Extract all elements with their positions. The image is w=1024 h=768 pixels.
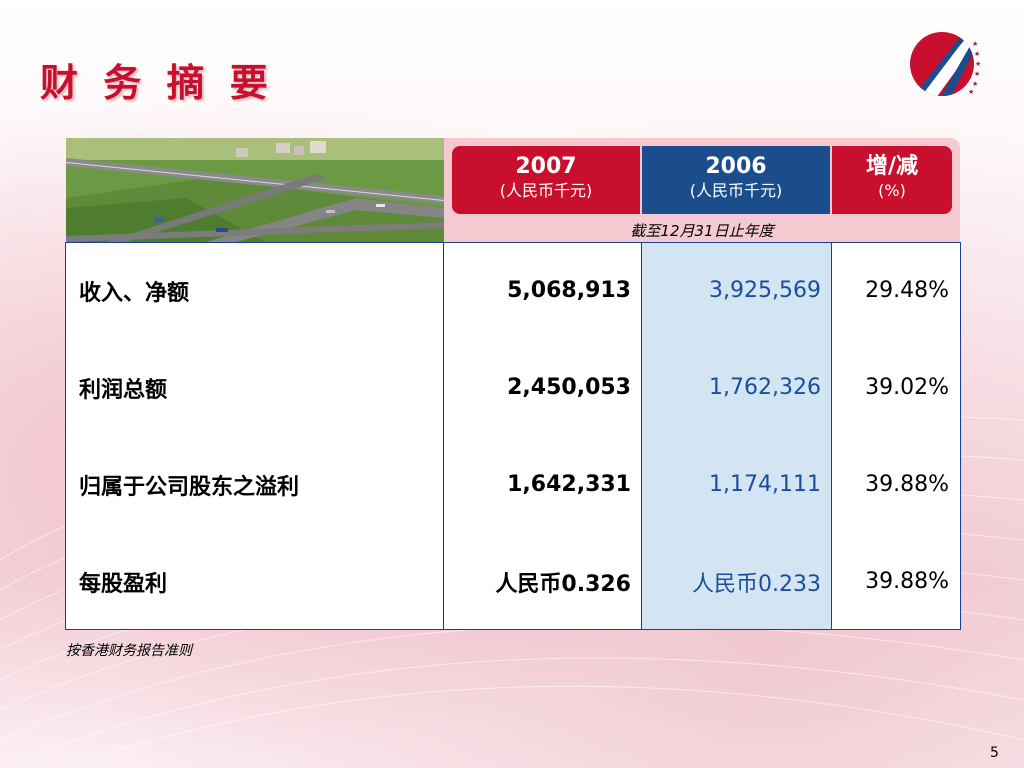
column-header-unit: (人民币千元) xyxy=(689,181,783,200)
row-label: 收入、净额 xyxy=(65,242,443,339)
table-row: 利润总额 2,450,053 1,762,326 39.02% xyxy=(65,339,961,436)
column-header-unit: (人民币千元) xyxy=(499,181,593,200)
value-change: 39.88% xyxy=(831,533,961,630)
row-label: 利润总额 xyxy=(65,339,443,436)
value-change: 39.88% xyxy=(831,436,961,533)
value-2007: 1,642,331 xyxy=(443,436,641,533)
value-2006: 1,174,111 xyxy=(641,436,831,533)
column-header-2007: 2007 (人民币千元) xyxy=(452,146,640,214)
highway-interchange-photo xyxy=(66,138,444,242)
page-number: 5 xyxy=(990,745,999,761)
value-change: 39.02% xyxy=(831,339,961,436)
column-header-change: 增/减 (%) xyxy=(832,146,952,214)
column-header-unit: (%) xyxy=(878,181,906,200)
company-logo-icon: ★ ★ ★ ★ ★ ★ xyxy=(906,28,984,98)
value-2007: 人民币0.326 xyxy=(443,533,641,630)
svg-text:★: ★ xyxy=(972,80,978,88)
svg-text:★: ★ xyxy=(968,88,974,96)
footnote: 按香港财务报告准则 xyxy=(66,643,192,659)
financial-summary-table: 收入、净额 5,068,913 3,925,569 29.48% 利润总额 2,… xyxy=(65,242,961,630)
svg-text:★: ★ xyxy=(974,70,980,78)
value-2006: 人民币0.233 xyxy=(641,533,831,630)
column-header-year: 增/减 xyxy=(865,154,919,179)
table-row: 归属于公司股东之溢利 1,642,331 1,174,111 39.88% xyxy=(65,436,961,533)
table-row: 收入、净额 5,068,913 3,925,569 29.48% xyxy=(65,242,961,339)
value-2006: 3,925,569 xyxy=(641,242,831,339)
svg-text:★: ★ xyxy=(975,60,981,68)
table-row: 每股盈利 人民币0.326 人民币0.233 39.88% xyxy=(65,533,961,630)
row-label: 归属于公司股东之溢利 xyxy=(65,436,443,533)
page-title: 财 务 摘 要 xyxy=(40,61,274,105)
value-2007: 5,068,913 xyxy=(443,242,641,339)
period-note: 截至12月31日止年度 xyxy=(630,222,774,240)
value-2006: 1,762,326 xyxy=(641,339,831,436)
column-header-year: 2006 xyxy=(705,154,767,179)
svg-text:★: ★ xyxy=(974,50,980,58)
value-change: 29.48% xyxy=(831,242,961,339)
column-header-2006: 2006 (人民币千元) xyxy=(642,146,830,214)
value-2007: 2,450,053 xyxy=(443,339,641,436)
row-label: 每股盈利 xyxy=(65,533,443,630)
column-header-year: 2007 xyxy=(515,154,577,179)
svg-text:★: ★ xyxy=(972,40,978,48)
